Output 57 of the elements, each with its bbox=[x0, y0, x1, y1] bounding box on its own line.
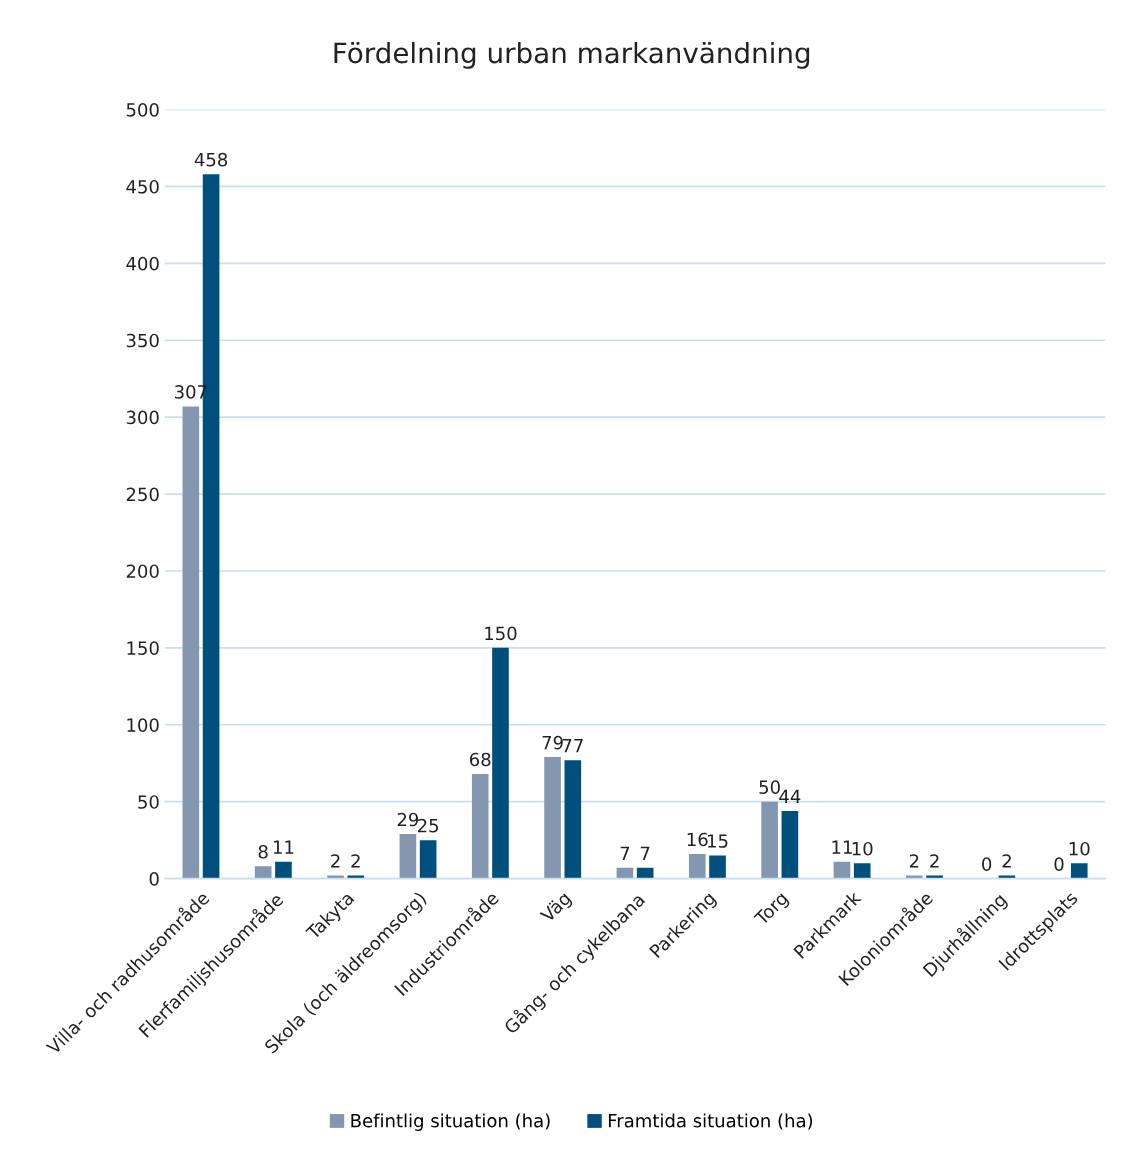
data-label: 2 bbox=[909, 854, 919, 868]
bar bbox=[544, 757, 561, 879]
data-label: 10 bbox=[852, 841, 873, 856]
data-label: 150 bbox=[485, 626, 517, 641]
data-label: 77 bbox=[562, 739, 583, 753]
data-label: 0 bbox=[1054, 857, 1064, 871]
data-label: 10 bbox=[1069, 841, 1090, 856]
data-label: 2 bbox=[930, 854, 939, 868]
y-tick-label: 100 bbox=[127, 718, 159, 732]
data-label: 458 bbox=[194, 152, 228, 167]
bar bbox=[833, 861, 851, 879]
data-label: 25 bbox=[417, 818, 439, 833]
bar bbox=[781, 810, 799, 879]
data-label: 2 bbox=[1002, 854, 1011, 868]
y-tick-label: 0 bbox=[149, 872, 159, 886]
y-tick-label: 250 bbox=[126, 487, 159, 502]
data-label: 68 bbox=[470, 752, 491, 767]
y-tick-label: 300 bbox=[126, 410, 159, 425]
data-label: 29 bbox=[397, 812, 419, 827]
bar bbox=[1070, 863, 1088, 879]
data-label: 79 bbox=[542, 735, 563, 750]
bar bbox=[254, 866, 272, 879]
bar bbox=[419, 840, 437, 879]
data-label: 2 bbox=[351, 854, 360, 868]
y-tick-label: 500 bbox=[126, 102, 159, 117]
data-label: 11 bbox=[273, 840, 294, 854]
y-tick-label: 450 bbox=[126, 179, 159, 194]
data-label: 7 bbox=[640, 846, 650, 860]
x-tick-label: Torg bbox=[753, 891, 791, 929]
y-tick-label: 200 bbox=[126, 564, 159, 579]
data-label: 44 bbox=[779, 789, 801, 803]
bar bbox=[688, 853, 706, 879]
bar bbox=[471, 774, 489, 879]
data-label: 11 bbox=[832, 840, 852, 854]
y-tick-label: 150 bbox=[127, 641, 159, 655]
data-label: 15 bbox=[708, 834, 728, 848]
data-label: 8 bbox=[258, 844, 268, 859]
legend-label: Framtida situation (ha) bbox=[608, 1113, 813, 1130]
bar bbox=[564, 760, 582, 879]
y-tick-label: 50 bbox=[138, 795, 159, 809]
data-label: 0 bbox=[982, 857, 992, 871]
bar bbox=[182, 406, 200, 879]
legend-label: Befintlig situation (ha) bbox=[351, 1113, 550, 1131]
data-label: 7 bbox=[620, 846, 630, 860]
x-tick-label: Väg bbox=[539, 890, 574, 926]
chart-title: Fördelning urban markanvändning bbox=[334, 41, 810, 69]
data-label: 50 bbox=[759, 780, 780, 795]
bar bbox=[492, 647, 509, 879]
y-tick-label: 400 bbox=[126, 256, 159, 271]
bar bbox=[709, 855, 726, 879]
bar bbox=[275, 861, 292, 879]
bar bbox=[853, 863, 871, 879]
data-label: 16 bbox=[687, 832, 708, 847]
data-label: 2 bbox=[331, 854, 340, 868]
y-tick-label: 350 bbox=[126, 333, 159, 348]
bar bbox=[399, 833, 417, 879]
bar bbox=[761, 801, 778, 879]
